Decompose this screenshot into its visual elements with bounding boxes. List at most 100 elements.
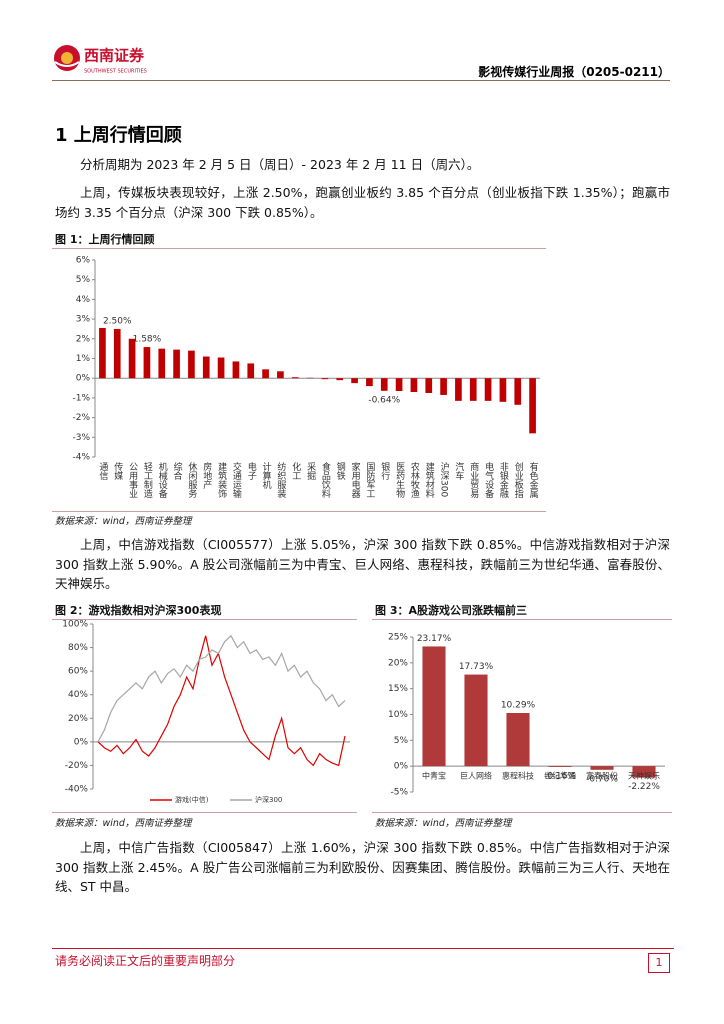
x-tick-label: 创业板指 xyxy=(513,461,524,499)
x-tick-label: 传媒 xyxy=(112,461,123,481)
x-tick-label: 纺织服装 xyxy=(275,461,286,499)
y-tick-label: 80% xyxy=(68,643,88,653)
y-tick-label: 5% xyxy=(76,275,91,285)
y-tick-label: 20% xyxy=(68,714,88,724)
x-tick-label: 医药生物 xyxy=(394,462,405,499)
y-tick-label: 60% xyxy=(68,667,88,677)
x-tick-label: 惠程科技 xyxy=(502,771,534,781)
x-tick-label: 商业贸易 xyxy=(468,461,479,499)
bar xyxy=(410,378,418,392)
rule xyxy=(372,619,672,620)
bar xyxy=(143,347,151,379)
rule xyxy=(52,511,546,512)
x-tick-label: 钢铁 xyxy=(335,461,346,481)
bar xyxy=(158,348,166,379)
x-tick-label: 电子 xyxy=(246,461,257,480)
y-tick-label: -2% xyxy=(72,413,90,423)
chart: 100% 80% 60% 40% 20% 0% -20% -40% 游戏(中信) 沪深300 xyxy=(62,620,350,804)
source: 数据来源：wind，西南证券整理 xyxy=(55,818,192,829)
y-tick-label: 10% xyxy=(388,710,408,720)
x-tick-label: 轻工制造 xyxy=(142,461,153,499)
bar xyxy=(380,378,388,391)
page-number: 1 xyxy=(648,953,670,973)
x-tick-label: 有色金属 xyxy=(528,461,539,499)
x-tick-label: 家用电器 xyxy=(350,461,361,498)
y-tick-label: 0% xyxy=(74,737,89,747)
value-label: 1.58% xyxy=(133,335,162,345)
bar xyxy=(291,377,299,379)
legend-label: 游戏(中信) xyxy=(175,795,209,804)
x-tick-label: 采掘 xyxy=(305,462,316,481)
bar xyxy=(425,378,433,393)
rule xyxy=(52,248,546,249)
value-label: -0.64% xyxy=(368,395,400,405)
header-rule xyxy=(52,80,670,81)
y-tick-label: -1% xyxy=(72,393,90,403)
source: 数据来源：wind，西南证券整理 xyxy=(375,818,512,829)
y-tick-label: 1% xyxy=(76,354,91,364)
chart: 25% 20% 15% 10% 5% 0% -5% 23.17% 中青宝 17.73% 巨人网络 10… xyxy=(388,633,665,798)
y-tick-label: 40% xyxy=(68,690,88,700)
y-tick-label: 6% xyxy=(76,256,91,266)
bar xyxy=(202,356,210,379)
bar xyxy=(499,378,507,402)
bar xyxy=(632,766,656,778)
x-tick-label: 公用事业 xyxy=(127,462,138,498)
y-tick-label: 2% xyxy=(76,334,91,344)
y-tick-label: 20% xyxy=(388,658,408,668)
section-heading: 1 上周行情回顾 xyxy=(55,125,182,146)
value-label: -0.70% xyxy=(586,774,618,784)
x-tick-label: 汽车 xyxy=(453,461,464,481)
bar xyxy=(469,378,477,401)
bar xyxy=(217,357,225,379)
y-tick-label: 5% xyxy=(394,736,409,746)
y-tick-label: -5% xyxy=(390,788,408,798)
value-label: 23.17% xyxy=(417,634,452,644)
bar xyxy=(247,363,255,379)
x-tick-label: 交通运输 xyxy=(231,461,242,499)
bar xyxy=(336,378,344,381)
disclaimer: 请务必阅读正文后的重要声明部分 xyxy=(55,954,236,968)
x-tick-label: 世纪华通 xyxy=(544,771,576,781)
bar xyxy=(464,674,488,767)
y-tick-label: -3% xyxy=(72,433,90,443)
y-tick-label: -20% xyxy=(65,761,89,771)
y-tick-label: -40% xyxy=(65,785,89,795)
report-title: 影视传媒行业周报（0205-0211） xyxy=(478,65,670,79)
x-tick-label: 银行 xyxy=(379,461,390,481)
bar xyxy=(188,350,195,379)
paragraph: 上周，中信游戏指数（CI005577）上涨 5.05%，沪深 300 指数下跌 … xyxy=(55,537,670,591)
bar xyxy=(113,328,121,379)
legend-label: 沪深300 xyxy=(255,795,282,804)
bar xyxy=(529,378,536,434)
x-tick-label: 非银金融 xyxy=(498,461,509,499)
footer-rule xyxy=(52,948,674,949)
x-tick-label: 机械设备 xyxy=(157,461,168,498)
x-tick-label: 巨人网络 xyxy=(460,771,492,781)
bar xyxy=(514,378,522,405)
line-series xyxy=(97,634,346,743)
value-label: 17.73% xyxy=(459,662,494,672)
y-tick-label: 0% xyxy=(76,374,91,384)
bar xyxy=(321,378,329,380)
bar xyxy=(422,646,446,767)
brand-en: SOUTHWEST SECURITIES xyxy=(84,69,147,75)
brand: 西南证券 xyxy=(84,47,145,65)
y-tick-label: -4% xyxy=(72,453,90,463)
bar xyxy=(128,338,136,379)
x-tick-label: 天神娱乐 xyxy=(628,771,660,781)
bar xyxy=(395,378,403,392)
x-tick-label: 沪深300 xyxy=(439,461,450,498)
x-tick-label: 化工 xyxy=(290,461,301,480)
bar xyxy=(455,378,462,401)
bar xyxy=(484,378,492,401)
bar xyxy=(351,378,358,384)
x-tick-label: 电气设备 xyxy=(483,461,494,498)
x-tick-label: 建筑装饰 xyxy=(216,461,227,499)
bar xyxy=(99,327,106,379)
bar xyxy=(232,361,240,379)
rule xyxy=(52,619,357,620)
logo: 西南证券 SOUTHWEST SECURITIES xyxy=(54,45,147,75)
bar xyxy=(590,766,614,770)
